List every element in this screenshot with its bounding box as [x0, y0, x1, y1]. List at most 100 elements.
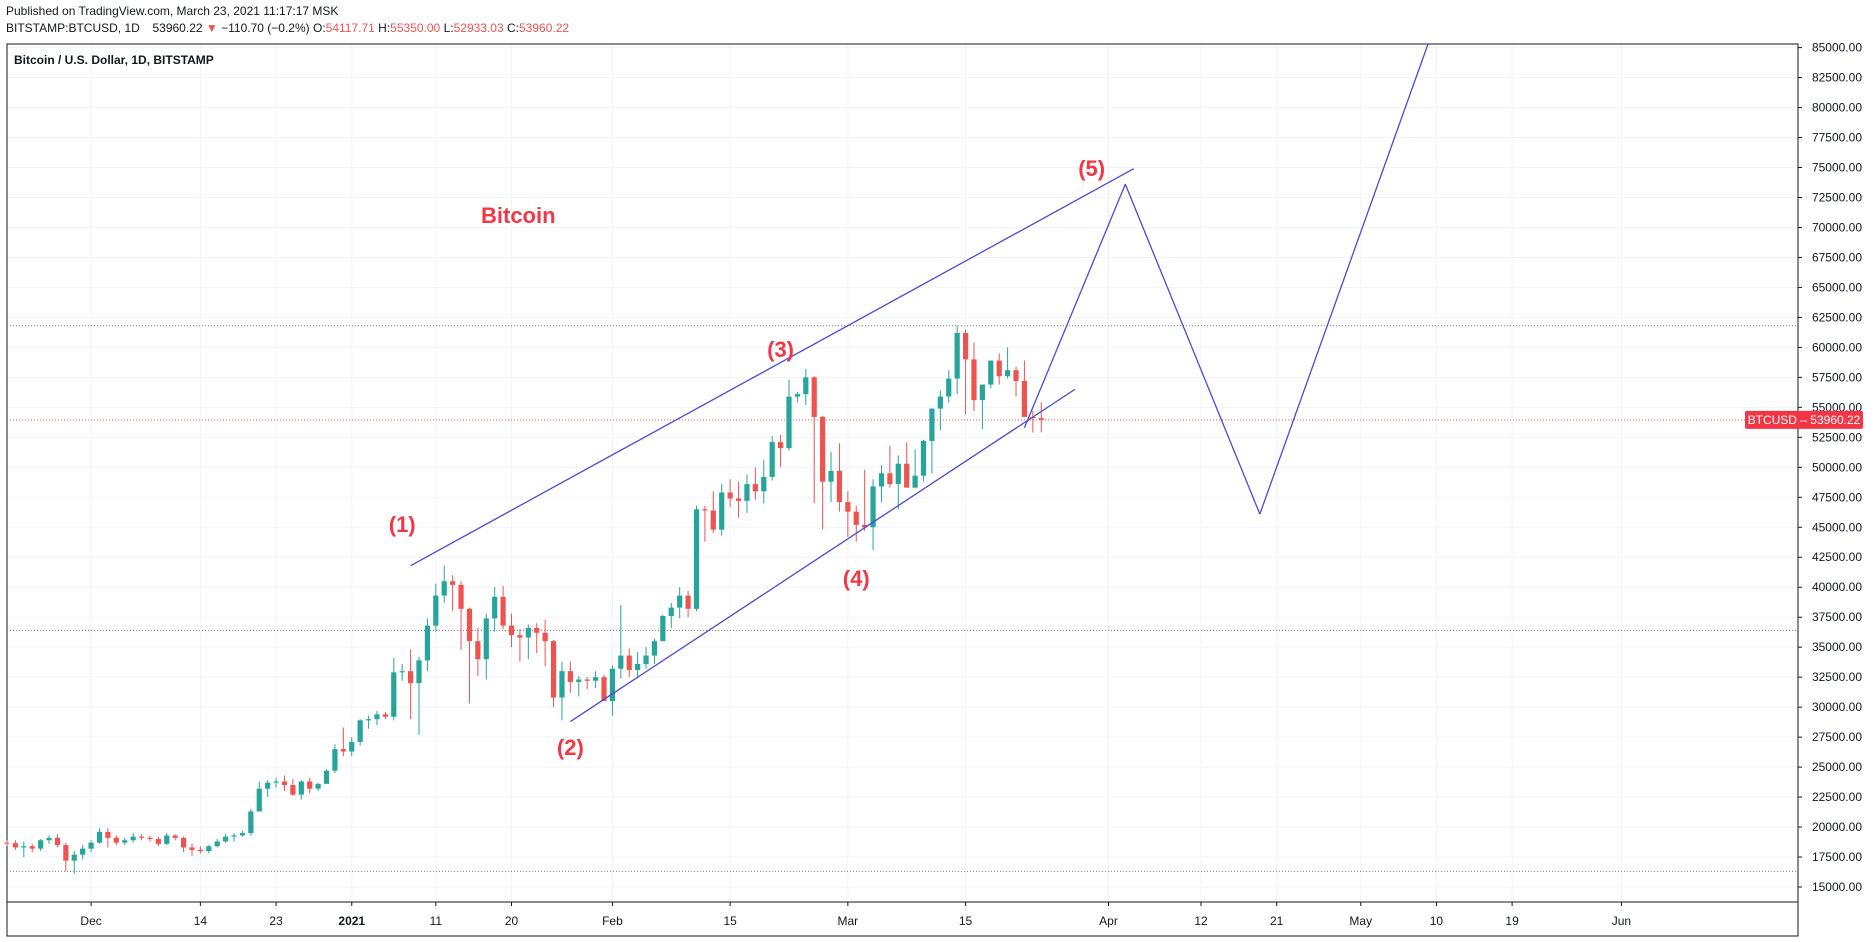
ohlc-header: BITSTAMP:BTCUSD, 1D 53960.22 ▼ −110.70 (…: [6, 21, 569, 35]
y-tick-label: 52500.00: [1812, 430, 1862, 444]
x-tick-label: Apr: [1099, 914, 1118, 928]
candle-body: [290, 785, 296, 795]
candle: [920, 439, 927, 482]
candle: [54, 834, 61, 848]
x-tick-label: 14: [194, 914, 208, 928]
candle-body: [559, 671, 565, 698]
candle: [147, 835, 153, 842]
candle-body: [786, 396, 792, 449]
candle: [113, 835, 119, 846]
candle: [677, 587, 683, 619]
price-axis[interactable]: 15000.00 17500.00 20000.00 22500.00 25000.00…: [1798, 41, 1862, 894]
candle-body: [29, 846, 35, 849]
candle-body: [424, 625, 431, 661]
candle-body: [761, 476, 767, 492]
candle-body: [635, 663, 641, 670]
trend-line: [1023, 184, 1126, 428]
candle-body: [113, 837, 119, 843]
candle: [248, 809, 254, 836]
candle-body: [374, 714, 380, 720]
candle-body: [492, 596, 498, 619]
candle: [912, 449, 918, 488]
y-tick-label: 65000.00: [1812, 280, 1862, 294]
x-tick-label: 21: [1270, 914, 1284, 928]
candle-body: [592, 677, 599, 681]
candle: [4, 840, 10, 847]
candle-body: [138, 836, 145, 838]
close-label: C:: [507, 21, 519, 35]
candle: [231, 833, 237, 842]
candle: [239, 830, 246, 837]
x-tick-label: Dec: [80, 914, 101, 928]
candle: [399, 663, 405, 681]
candle: [769, 436, 775, 481]
y-tick-label: 32500.00: [1812, 670, 1862, 684]
candle: [517, 629, 523, 662]
candle: [592, 671, 599, 688]
y-tick-label: 30000.00: [1812, 700, 1862, 714]
time-axis[interactable]: Dec 14 23 2021 11 20 Feb 15 Mar 15 Apr 12 21 May 10 19 J…: [80, 902, 1631, 928]
candle-body: [500, 596, 506, 626]
candle: [508, 613, 515, 648]
y-tick-label: 25000.00: [1812, 760, 1862, 774]
candle: [710, 491, 716, 534]
candle: [416, 656, 422, 735]
candle: [407, 649, 414, 720]
y-tick-label: 82500.00: [1812, 71, 1862, 85]
candle-body: [466, 608, 473, 642]
candle: [500, 586, 506, 630]
candle: [660, 614, 666, 642]
candle-body: [172, 835, 178, 838]
candle: [550, 639, 557, 708]
y-tick-label: 45000.00: [1812, 520, 1862, 534]
candle-body: [407, 671, 414, 684]
candle-body: [702, 509, 708, 511]
low-value: 52933.03: [453, 21, 504, 35]
candles: [4, 325, 1044, 874]
candle: [323, 769, 330, 784]
open-value: 54117.71: [325, 21, 375, 35]
close-value: 53960.22: [519, 21, 570, 35]
candle-body: [197, 849, 204, 852]
candle-body: [685, 595, 691, 609]
wave-label: (5): [1078, 156, 1105, 181]
candle-body: [239, 833, 246, 836]
candle: [265, 780, 271, 798]
candle: [525, 624, 531, 660]
candle: [155, 836, 161, 847]
trend-lines[interactable]: [410, 43, 1429, 723]
x-tick-label: 19: [1505, 914, 1519, 928]
trend-line: [1124, 184, 1261, 515]
candle-body: [508, 625, 515, 636]
candle-body: [912, 475, 918, 488]
candle-body: [962, 332, 969, 360]
candle-body: [609, 668, 616, 702]
candle-body: [542, 632, 548, 642]
candle: [777, 434, 784, 468]
candle: [424, 618, 431, 672]
candle-body: [517, 635, 523, 638]
candle-body: [870, 486, 876, 528]
candle-body: [96, 831, 103, 843]
candle-body: [794, 394, 801, 397]
candle: [1038, 402, 1044, 433]
candle: [105, 828, 111, 848]
grid: [7, 44, 1798, 902]
y-tick-label: 35000.00: [1812, 640, 1862, 654]
candle: [979, 384, 985, 429]
candle-body: [845, 502, 851, 512]
candle: [46, 835, 52, 844]
y-tick-label: 40000.00: [1812, 580, 1862, 594]
candle: [542, 619, 548, 667]
candle: [895, 455, 901, 510]
high-label: H:: [378, 21, 391, 35]
x-tick-label: May: [1349, 914, 1372, 928]
open-label: O:: [312, 21, 326, 35]
candle-body: [88, 842, 94, 849]
candle: [164, 833, 170, 846]
candle-body: [887, 473, 893, 485]
candle: [96, 828, 103, 844]
candle-body: [643, 655, 649, 664]
candle-body: [265, 782, 271, 789]
